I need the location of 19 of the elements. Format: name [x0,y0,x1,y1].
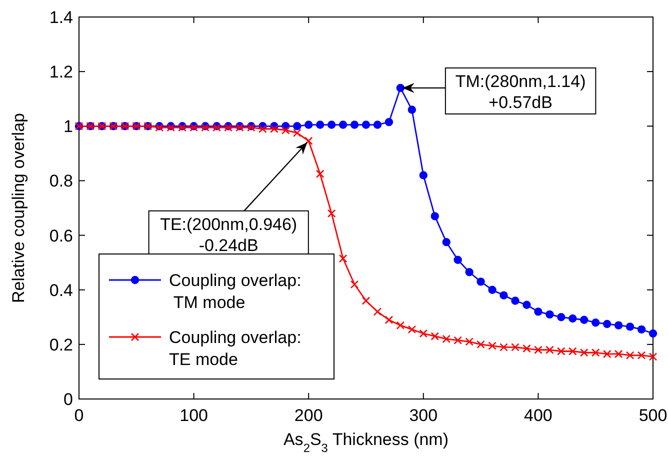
x-tick-label: 200 [294,406,323,425]
legend-label: Coupling overlap: TE mode [169,328,302,369]
y-tick-label: 1.2 [49,62,73,82]
y-tick-label: 0.8 [49,172,73,191]
x-tick-label: 100 [180,406,208,425]
legend-label: Coupling overlap: TM mode [169,271,302,312]
annotation: TE:(200nm,0.946) -0.24dB [160,214,298,255]
y-axis-title: Relative coupling overlap [9,113,28,303]
x-tick-label: 400 [524,406,552,425]
y-tick-label: 0.4 [49,280,73,300]
y-tick-label: 0.6 [49,226,73,246]
x-axis-title: As$_{2}$S$_{3}$ Thickness (nm) [283,430,449,455]
y-tick-label: 1 [64,117,73,136]
x-tick-label: 300 [409,406,438,425]
y-tick-label: 0 [64,390,73,409]
x-tick-label: 500 [638,406,668,425]
y-tick-label: 0.2 [49,335,73,354]
y-tick-label: 1.4 [49,8,73,27]
annotation: TM:(280nm,1.14) +0.57dB [455,72,586,112]
